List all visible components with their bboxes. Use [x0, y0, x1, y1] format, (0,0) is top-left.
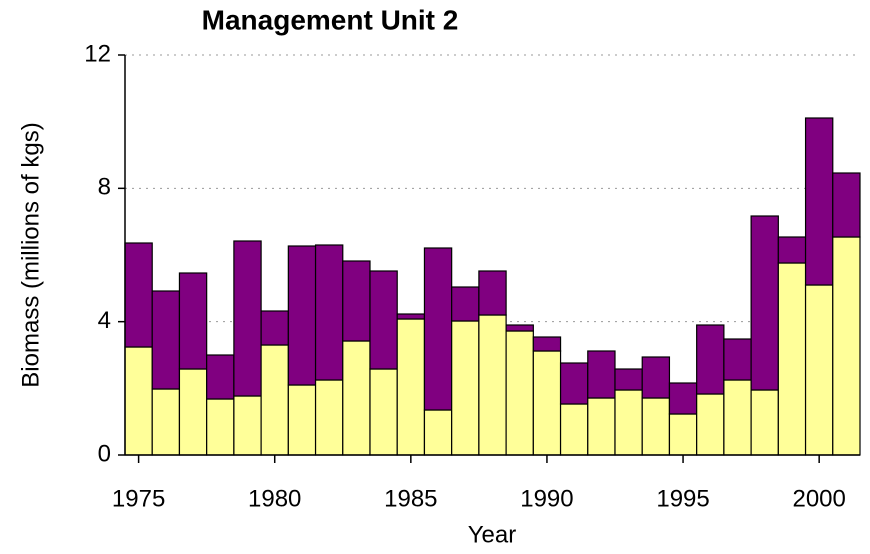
bar-segment [641, 397, 671, 456]
bar-segment [151, 388, 181, 456]
bar-segment [587, 350, 616, 399]
y-tick-label: 4 [98, 307, 111, 334]
bar-segment [369, 368, 398, 456]
bar-segment [423, 247, 453, 411]
bar-segment [260, 310, 289, 346]
y-axis-label: Biomass (millions of kgs) [17, 122, 44, 387]
bar-segment [342, 260, 371, 342]
y-tick-label: 8 [98, 174, 111, 201]
bar-segment [723, 338, 752, 381]
bar-segment [505, 330, 534, 456]
x-tick-label: 2000 [792, 485, 845, 512]
bar-segment [314, 244, 344, 381]
bar-segment [260, 344, 289, 456]
bar-segment [314, 379, 344, 456]
bar-segment [832, 172, 861, 238]
bar-segment [478, 270, 507, 316]
bar-segment [668, 413, 698, 456]
bar-segment [777, 236, 807, 264]
bar-segment [668, 382, 698, 415]
bar-segment [532, 336, 562, 352]
bar-segment [505, 324, 534, 332]
bar-segment [451, 320, 480, 456]
bar-segment [478, 314, 507, 456]
bar-segment [178, 368, 208, 456]
x-tick-label: 1985 [384, 485, 437, 512]
bar-segment [124, 242, 153, 348]
bar-segment [696, 393, 725, 456]
chart-title: Management Unit 2 [202, 4, 459, 35]
bar-segment [750, 389, 779, 456]
bar-segment [559, 362, 589, 405]
bar-segment [423, 409, 453, 456]
bar-segment [614, 389, 643, 456]
bar-segment [696, 324, 725, 395]
x-tick-label: 1990 [520, 485, 573, 512]
x-tick-label: 1980 [248, 485, 301, 512]
bar-segment [287, 384, 317, 456]
bar-segment [723, 379, 752, 456]
bar-segment [178, 272, 208, 370]
y-tick-label: 12 [84, 40, 111, 67]
x-tick-label: 1975 [112, 485, 165, 512]
bar-segment [559, 403, 589, 456]
bar-segment [804, 284, 834, 456]
bar-segment [804, 117, 834, 286]
x-axis-label: Year [468, 521, 517, 548]
y-tick-label: 0 [98, 440, 111, 467]
bar-segment [206, 398, 235, 456]
bar-segment [124, 346, 153, 456]
bar-segment [396, 313, 426, 320]
bar-segment [832, 236, 861, 456]
bar-segment [641, 356, 671, 399]
bar-segment [396, 318, 426, 456]
bar-segment [233, 240, 262, 397]
bar-segment [451, 286, 480, 322]
bar-segment [532, 350, 562, 456]
bar-segment [206, 354, 235, 400]
bar-segment [342, 340, 371, 456]
bar-segment [587, 397, 616, 456]
bar-segment [777, 262, 807, 456]
bar-segment [614, 368, 643, 391]
x-tick-label: 1995 [656, 485, 709, 512]
bar-segment [233, 395, 262, 456]
bar-segment [287, 245, 317, 386]
bar-segment [750, 215, 779, 391]
bar-segment [151, 290, 181, 390]
bar-segment [369, 270, 398, 370]
